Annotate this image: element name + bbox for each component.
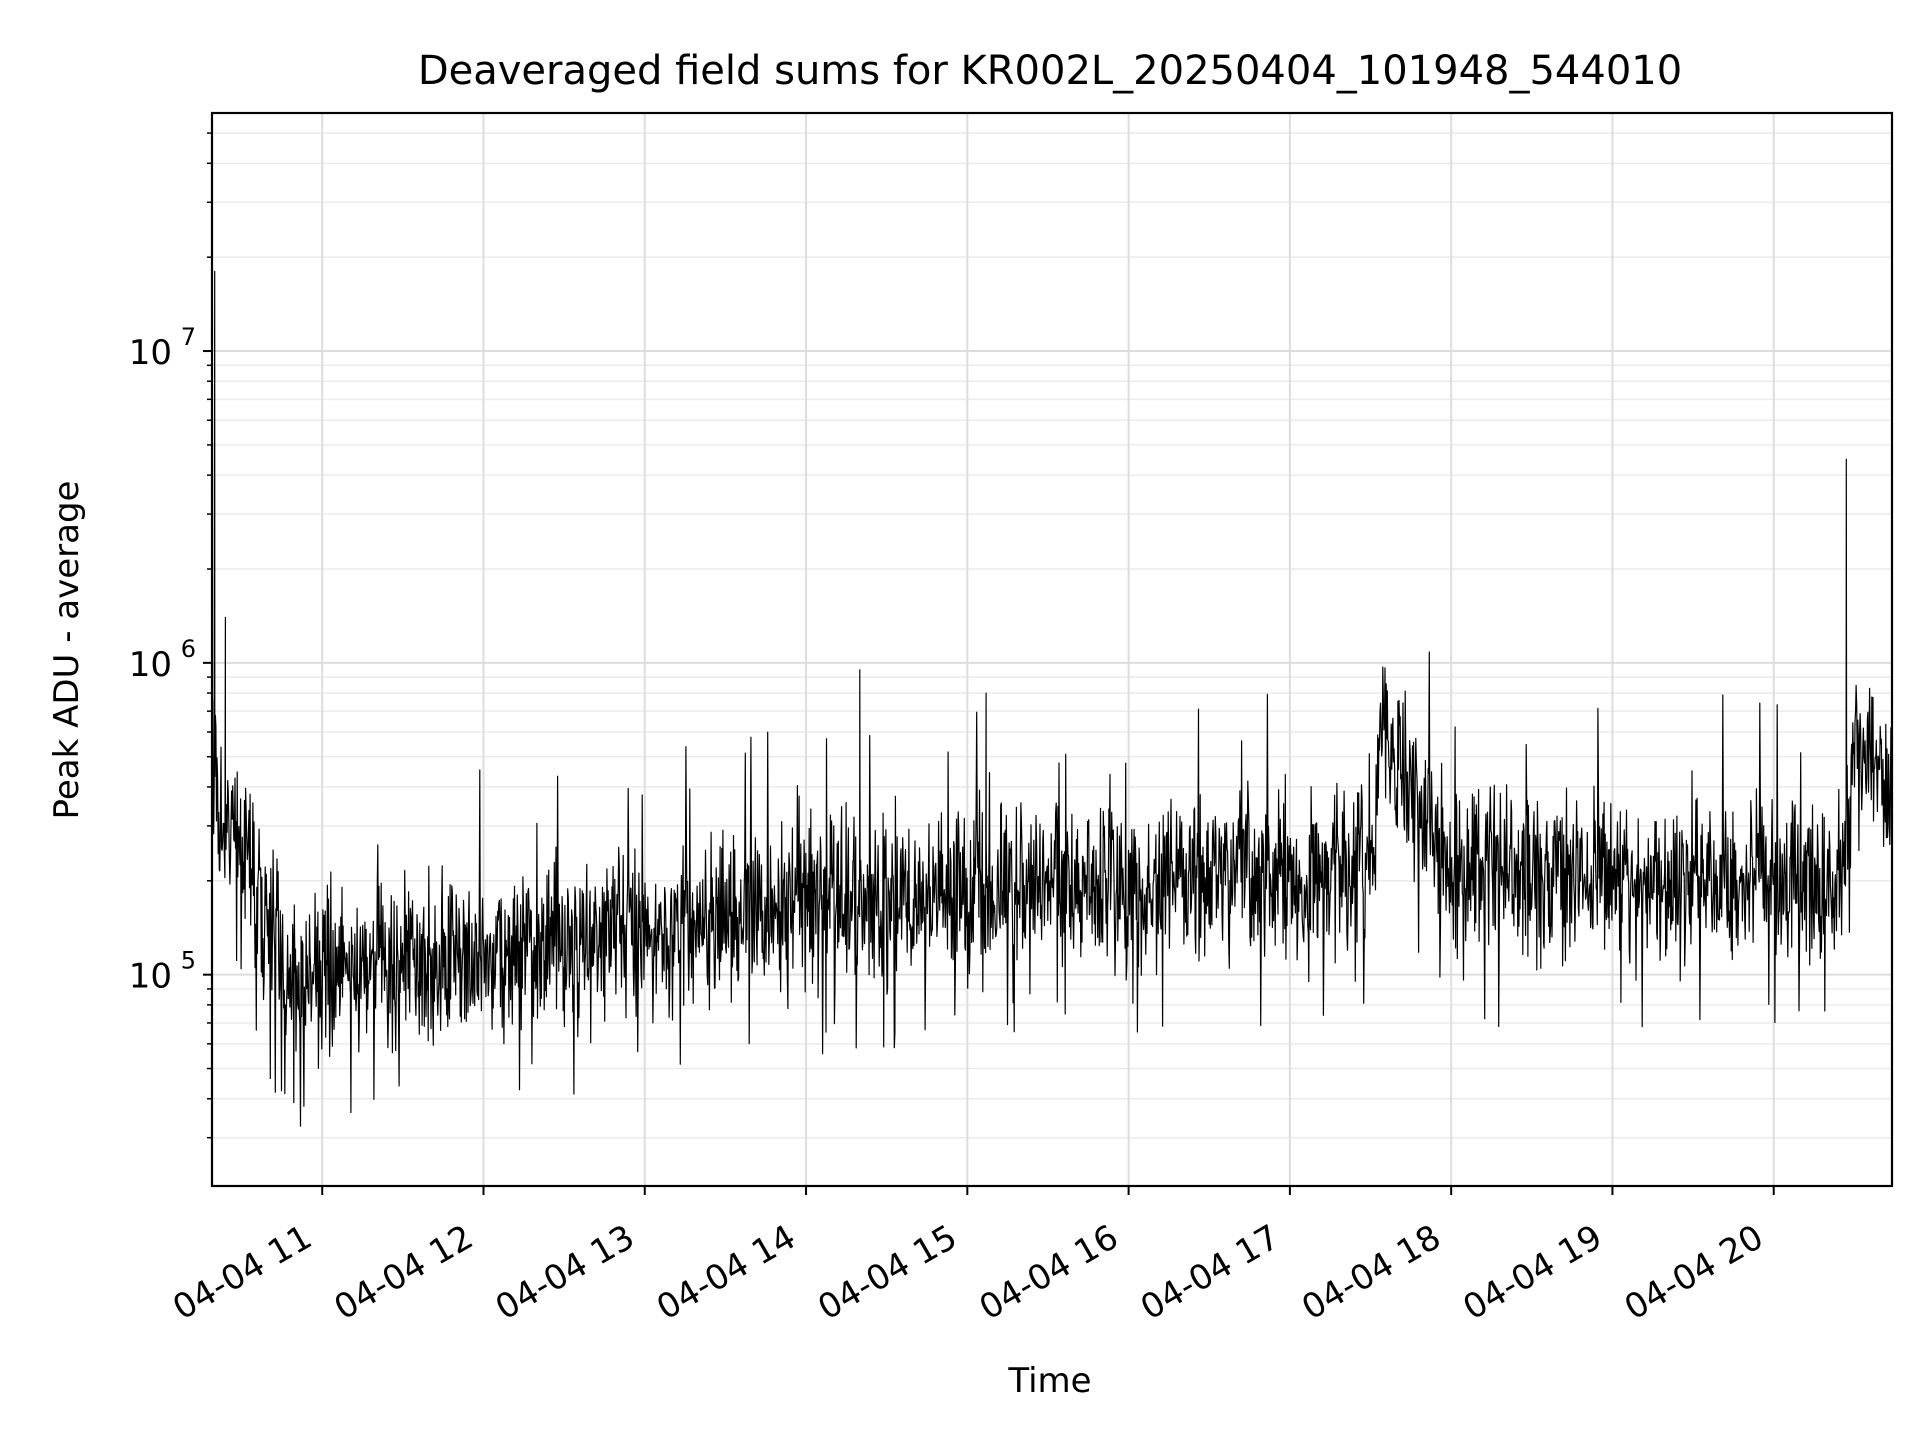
y-tick-label: 10 [129, 645, 172, 685]
x-tick-label: 04-04 20 [1618, 1217, 1770, 1328]
series-line [211, 163, 1893, 1127]
x-tick-label: 04-04 17 [1134, 1217, 1286, 1328]
x-axis-label: Time [1007, 1361, 1091, 1401]
y-tick-label-exponent: 7 [181, 323, 196, 351]
grid-lines [212, 113, 1892, 1186]
series-layer [211, 163, 1893, 1127]
x-tick-label: 04-04 19 [1457, 1217, 1609, 1328]
y-tick-label: 10 [129, 333, 172, 373]
x-tick-label: 04-04 18 [1295, 1217, 1447, 1328]
y-axis-ticks: 10 5 10 6 10 7 [129, 132, 212, 1139]
x-tick-label: 04-04 12 [328, 1217, 480, 1328]
y-tick-label-exponent: 6 [181, 635, 196, 663]
x-tick-label: 04-04 16 [973, 1217, 1125, 1328]
chart-title: Deaveraged field sums for KR002L_2025040… [418, 48, 1682, 94]
y-tick-label: 10 [129, 957, 172, 997]
x-tick-label: 04-04 13 [489, 1217, 641, 1328]
y-tick-label-exponent: 5 [181, 947, 196, 975]
x-tick-label: 04-04 14 [650, 1217, 802, 1328]
plot-frame [210, 111, 1894, 1188]
x-tick-label: 04-04 11 [166, 1217, 318, 1328]
x-axis-ticks: 04-04 11 04-04 12 04-04 13 04-04 14 04-04 15… [166, 1186, 1775, 1328]
x-tick-label: 04-04 15 [811, 1217, 963, 1328]
y-axis-label: Peak ADU - average [47, 481, 87, 820]
